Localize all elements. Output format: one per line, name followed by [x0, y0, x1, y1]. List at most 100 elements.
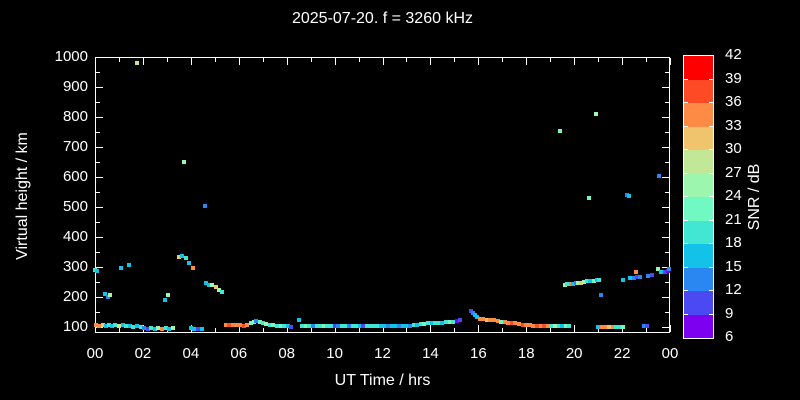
data-point [248, 321, 253, 326]
data-point [120, 322, 125, 327]
y-tick [665, 252, 669, 253]
data-point [656, 267, 661, 272]
x-tick [95, 325, 96, 332]
colorbar-boundary-tick [709, 313, 713, 315]
data-point [509, 321, 514, 326]
x-tick [383, 325, 384, 332]
data-point [491, 318, 496, 323]
data-point [586, 196, 591, 200]
data-point [118, 265, 123, 270]
x-tick [239, 325, 240, 332]
data-point [251, 319, 256, 324]
data-point [667, 266, 672, 271]
colorbar-tick-label: 42 [725, 46, 742, 63]
x-tick-label: 02 [134, 345, 152, 362]
chart-title: 2025-07-20. f = 3260 kHz [291, 10, 473, 27]
colorbar-tick-label: 24 [725, 187, 742, 204]
colorbar-segment [684, 126, 713, 150]
y-tick [665, 132, 669, 133]
data-point [321, 324, 326, 329]
x-tick [215, 328, 216, 332]
data-point [610, 325, 615, 330]
data-point [181, 160, 186, 164]
data-point [260, 321, 265, 326]
y-tick-label: 700 [62, 138, 88, 155]
data-point [477, 316, 482, 321]
x-tick [646, 58, 647, 62]
data-point [632, 275, 637, 280]
data-point [570, 281, 575, 286]
data-point [495, 319, 500, 323]
y-tick [96, 102, 100, 103]
data-point [451, 319, 456, 324]
x-tick [335, 58, 336, 65]
x-tick [406, 58, 407, 62]
colorbar-boundary-tick [684, 196, 688, 197]
y-tick [665, 312, 669, 313]
data-point [624, 193, 629, 197]
data-point [254, 318, 259, 323]
y-tick-label: 200 [62, 288, 88, 305]
x-axis-title: UT Time / hrs [334, 372, 431, 389]
x-tick [646, 328, 647, 332]
data-point [152, 326, 157, 331]
data-point [658, 270, 663, 275]
y-tick [662, 267, 669, 268]
data-point [203, 280, 208, 285]
x-tick-label: 16 [469, 345, 487, 362]
y-tick-label: 300 [62, 258, 88, 275]
colorbar-boundary-tick [684, 172, 688, 174]
data-point [186, 261, 191, 266]
colorbar-tick-label: 36 [725, 93, 742, 110]
data-point [397, 324, 402, 329]
x-tick [263, 58, 264, 62]
y-tick [96, 282, 100, 283]
data-point [230, 322, 235, 327]
data-point [473, 313, 478, 317]
data-point [657, 174, 662, 179]
data-point [206, 283, 211, 287]
data-point [484, 317, 489, 322]
colorbar-tick-label: 6 [725, 328, 734, 345]
y-tick [662, 177, 669, 178]
x-tick [526, 58, 527, 65]
data-point [350, 324, 355, 329]
data-point [210, 283, 215, 287]
data-point [145, 326, 150, 331]
data-point [184, 256, 189, 260]
data-point [138, 325, 143, 329]
y-tick [665, 162, 669, 163]
data-point [527, 322, 532, 327]
data-point [557, 129, 562, 134]
x-tick-label: 18 [517, 345, 535, 362]
data-point [219, 289, 224, 294]
colorbar-tick-label: 30 [725, 140, 742, 157]
data-point [645, 324, 650, 329]
data-point [411, 322, 416, 327]
colorbar-boundary-tick [684, 243, 688, 244]
data-point [103, 292, 108, 296]
x-tick [119, 328, 120, 332]
y-tick [96, 327, 103, 328]
data-point [325, 324, 330, 329]
y-tick [662, 117, 669, 118]
data-point [415, 322, 420, 327]
colorbar-boundary-tick [709, 219, 713, 221]
data-point [627, 193, 632, 198]
data-point [440, 320, 445, 325]
colorbar-boundary-tick [709, 149, 713, 150]
x-tick [287, 58, 288, 65]
data-point [585, 279, 590, 284]
data-point [579, 280, 584, 285]
y-tick [662, 87, 669, 88]
x-tick [478, 325, 479, 332]
data-point [190, 265, 195, 270]
y-tick [96, 222, 100, 223]
colorbar-boundary-tick [709, 243, 713, 244]
colorbar-tick-label: 12 [725, 281, 742, 298]
x-tick [311, 328, 312, 332]
data-point [162, 298, 167, 302]
x-tick-label: 22 [613, 345, 631, 362]
data-point [307, 324, 312, 329]
colorbar-boundary-tick [684, 102, 688, 103]
